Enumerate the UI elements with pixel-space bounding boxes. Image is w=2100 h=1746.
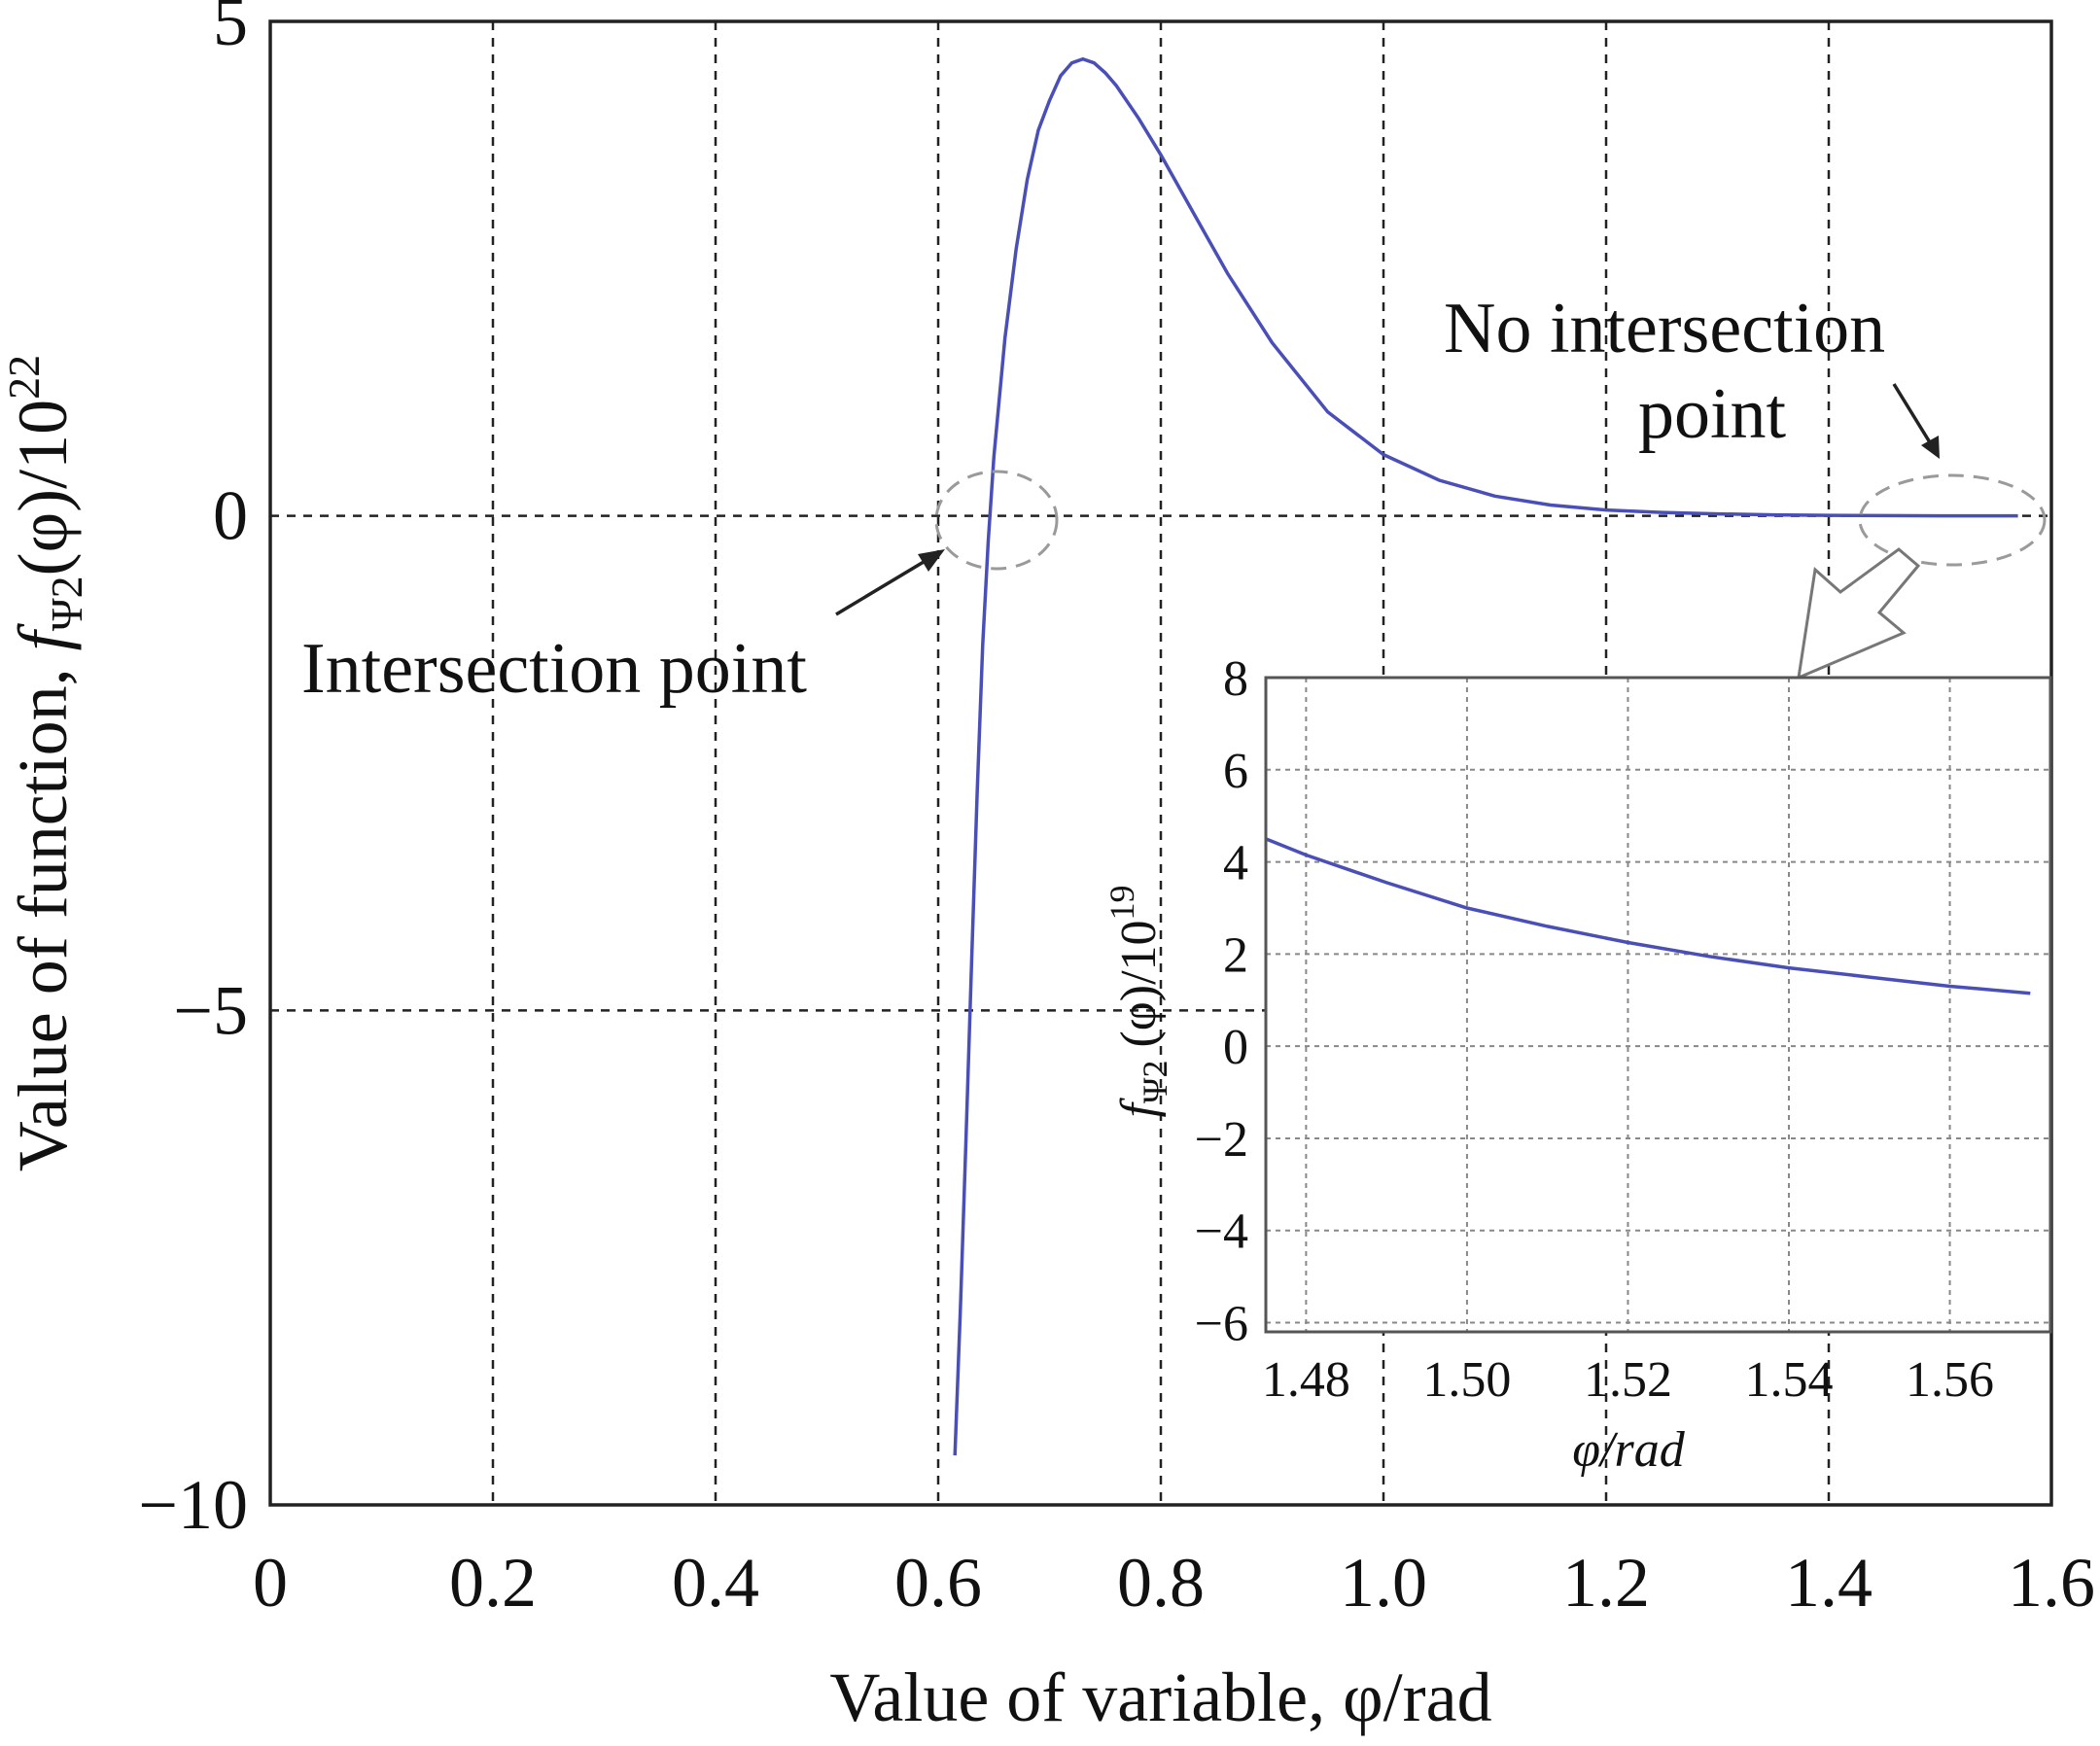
main-x-tick-label: 0 [253, 1544, 288, 1622]
inset-y-tick-label: 8 [1223, 651, 1248, 707]
main-y-axis-label-prefix: Value of function, [4, 650, 82, 1171]
main-y-axis-label-sup: 22 [0, 355, 49, 400]
main-y-tick-label: 5 [213, 0, 248, 60]
inset-y-axis-label-sup: 19 [1102, 885, 1141, 920]
inset-background [1266, 678, 2050, 1332]
inset-series-line [1265, 837, 2031, 995]
no-intersection-label-line2: point [1638, 374, 1787, 454]
main-y-ticks: −10 −5 0 5 [138, 0, 248, 1544]
main-x-tick-label: 1.4 [1785, 1544, 1872, 1622]
inset-x-tick-label: 1.52 [1584, 1352, 1672, 1408]
main-x-ticks: 0 0.2 0.4 0.6 0.8 1.0 1.2 1.4 1.6 [253, 1544, 2095, 1622]
inset-x-tick-label: 1.48 [1262, 1352, 1350, 1408]
inset-plot [1265, 837, 2031, 995]
main-plot [953, 56, 2018, 1456]
main-series-line [953, 56, 2018, 1456]
inset-x-ticks: 1.48 1.50 1.52 1.54 1.56 [1262, 1352, 1994, 1408]
inset-y-axis-label-sub: Ψ2 [1136, 1061, 1174, 1104]
main-y-tick-label: −5 [173, 971, 248, 1049]
no-intersection-label-line1: No intersection [1444, 289, 1885, 368]
main-y-tick-label: 0 [213, 477, 248, 555]
inset-y-tick-label: 2 [1223, 927, 1248, 983]
intersection-highlight-ellipse [934, 470, 1059, 571]
inset-x-tick-label: 1.54 [1745, 1352, 1834, 1408]
intersection-arrow [835, 549, 945, 616]
main-y-axis-label: Value of function, fΨ2(φ)/1022 [0, 355, 91, 1171]
main-x-tick-label: 0.4 [672, 1544, 759, 1622]
main-x-tick-label: 1.2 [1562, 1544, 1650, 1622]
inset-y-tick-label: −4 [1195, 1205, 1248, 1260]
main-x-tick-label: 1.0 [1340, 1544, 1427, 1622]
main-x-tick-label: 1.6 [2008, 1544, 2095, 1622]
inset-y-tick-label: 6 [1223, 744, 1248, 799]
inset-y-tick-label: −2 [1195, 1112, 1248, 1168]
inset-y-axis-label-mid: (φ)/10 [1111, 920, 1167, 1060]
inset-y-tick-label: 4 [1223, 836, 1248, 891]
zoom-arrow-icon [1797, 547, 1921, 681]
main-x-tick-label: 0.8 [1117, 1544, 1205, 1622]
inset-y-tick-label: −6 [1195, 1297, 1248, 1352]
inset-y-axis-label: fΨ2 (φ)/1019 [1102, 885, 1174, 1117]
inset-plot-frame [1264, 676, 2052, 1334]
inset-x-tick-label: 1.50 [1422, 1352, 1511, 1408]
main-x-tick-label: 0.6 [894, 1544, 982, 1622]
no-intersection-highlight-ellipse [1858, 473, 2047, 567]
inset-y-ticks: −6 −4 −2 0 2 4 6 8 [1195, 651, 1248, 1352]
main-y-axis-label-mid: (φ)/10 [4, 400, 82, 576]
main-y-tick-label: −10 [138, 1466, 248, 1544]
main-x-axis-label: Value of variable, φ/rad [829, 1659, 1491, 1736]
no-intersection-arrow [1892, 383, 1940, 459]
inset-x-axis-label: φ/rad [1572, 1422, 1685, 1478]
inset-y-tick-label: 0 [1223, 1020, 1248, 1075]
intersection-label: Intersection point [301, 629, 807, 709]
inset-x-tick-label: 1.56 [1906, 1352, 1994, 1408]
main-y-axis-label-sub: Ψ2 [42, 576, 91, 631]
main-x-tick-label: 0.2 [449, 1544, 537, 1622]
